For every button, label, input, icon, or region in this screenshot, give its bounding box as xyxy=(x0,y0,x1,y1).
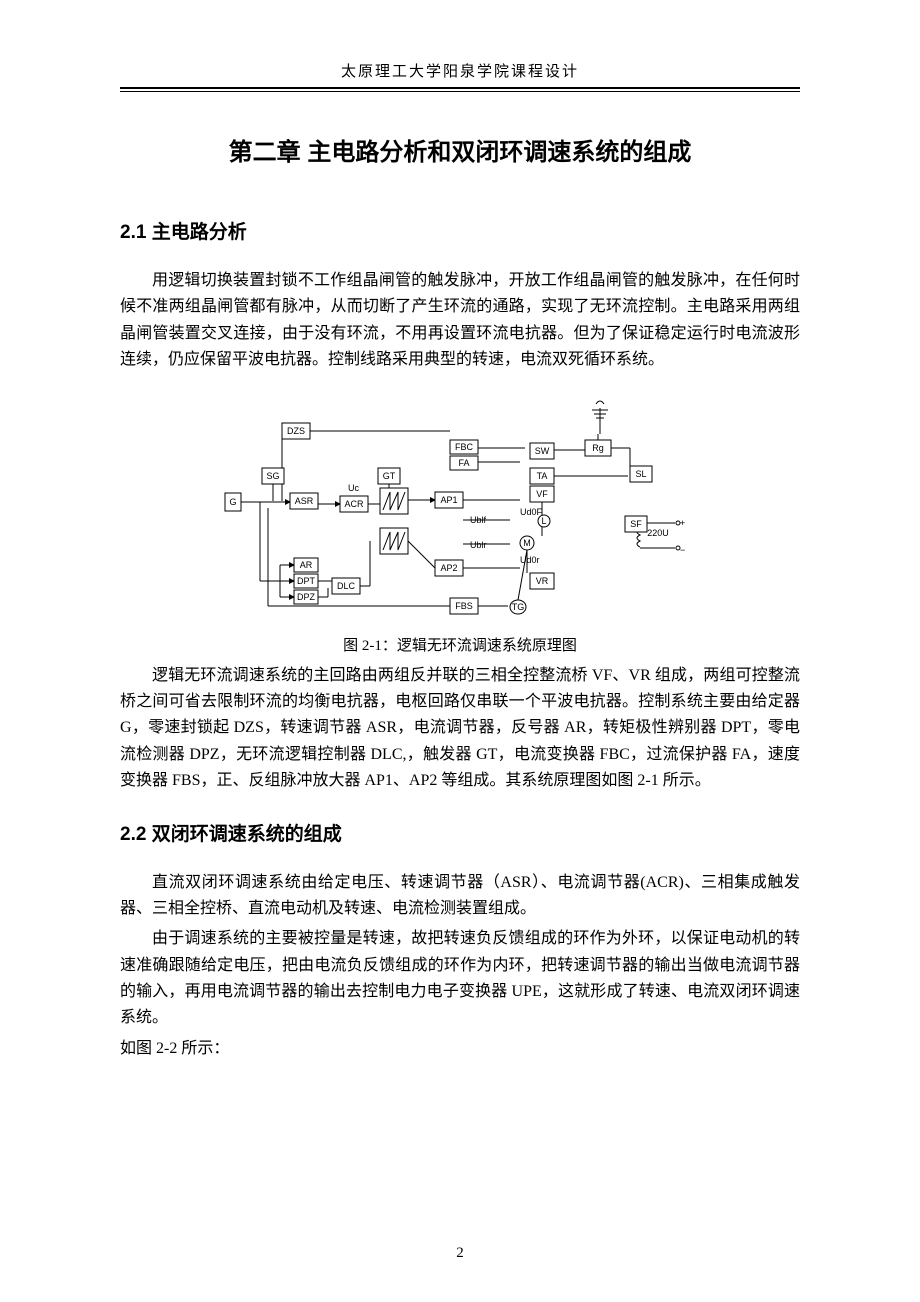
figure-2-1-svg: G DZS SG ASR ACR AR DPT DPZ DLC GT AP1 AP2 FBC FA FBS S… xyxy=(220,388,700,623)
node-label-vr: VR xyxy=(536,576,549,586)
node-label-sf: SF xyxy=(630,519,642,529)
section-2-1-heading: 2.1 主电路分析 xyxy=(120,217,800,244)
section-2-2-p3: 如图 2-2 所示： xyxy=(120,1036,800,1062)
section-2-2-p1: 直流双闭环调速系统由给定电压、转速调节器（ASR）、电流调节器(ACR)、三相集… xyxy=(120,870,800,923)
section-2-2-p2: 由于调速系统的主要被控量是转速，故把转速负反馈组成的环作为外环，以保证电动机的转… xyxy=(120,926,800,1032)
node-label-dzs: DZS xyxy=(287,426,305,436)
node-label-fbs: FBS xyxy=(455,601,473,611)
node-label-ap2: AP2 xyxy=(440,563,457,573)
node-label-sl: SL xyxy=(635,469,646,479)
node-label-tg: TG xyxy=(512,602,525,612)
node-label-acr: ACR xyxy=(344,499,364,509)
header-rule xyxy=(120,87,800,92)
chapter-title: 第二章 主电路分析和双闭环调速系统的组成 xyxy=(120,132,800,167)
free-label: Ublf xyxy=(470,515,487,525)
section-2-2-heading: 2.2 双闭环调速系统的组成 xyxy=(120,819,800,846)
free-label: Uc xyxy=(348,483,359,493)
figure-2-1-caption: 图 2-1：逻辑无环流调速系统原理图 xyxy=(120,634,800,655)
node-label-l: L xyxy=(541,516,546,526)
node-label-dlc: DLC xyxy=(337,581,356,591)
node-label-rg: Rg xyxy=(592,443,604,453)
node-label-dpt: DPT xyxy=(297,576,316,586)
node-label-asr: ASR xyxy=(295,496,314,506)
node-label-ap1: AP1 xyxy=(440,495,457,505)
node-label-sg: SG xyxy=(266,471,279,481)
running-header: 太原理工大学阳泉学院课程设计 xyxy=(120,60,800,81)
free-label: − xyxy=(680,545,685,555)
node-label-ar: AR xyxy=(300,560,313,570)
free-label: + xyxy=(680,518,685,528)
node-label-fa: FA xyxy=(458,458,469,468)
free-label: Ublr xyxy=(470,540,487,550)
node-label-fbc: FBC xyxy=(455,442,474,452)
figure-2-1: G DZS SG ASR ACR AR DPT DPZ DLC GT AP1 AP2 FBC FA FBS S… xyxy=(120,388,800,655)
node-label-vf: VF xyxy=(536,489,548,499)
node-label-dpz: DPZ xyxy=(297,592,316,602)
node-label-ta: TA xyxy=(537,471,548,481)
node-label-g: G xyxy=(229,497,236,507)
section-2-1-p2: 逻辑无环流调速系统的主回路由两组反并联的三相全控整流桥 VF、VR 组成，两组可… xyxy=(120,663,800,795)
node-label-v220: 220U xyxy=(647,528,669,538)
section-2-1-p1: 用逻辑切换装置封锁不工作组晶闸管的触发脉冲，开放工作组晶闸管的触发脉冲，在任何时… xyxy=(120,268,800,374)
node-label-sw: SW xyxy=(535,446,550,456)
node-label-gt: GT xyxy=(383,471,396,481)
node-label-m: M xyxy=(523,538,531,548)
free-label: Ud0F xyxy=(520,507,543,517)
page-number: 2 xyxy=(0,1245,920,1262)
free-label: Ud0r xyxy=(520,555,540,565)
